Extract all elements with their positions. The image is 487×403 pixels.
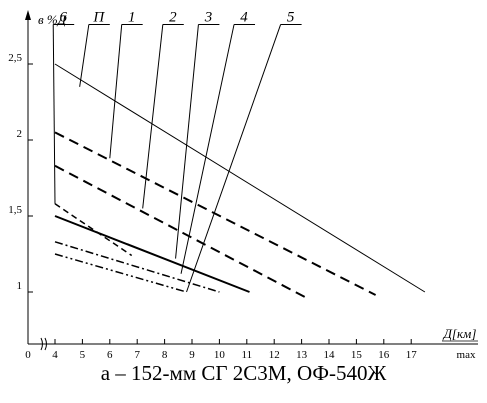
chart: 11,522,5304567891011121314151617maxв %ДД… [8, 9, 478, 360]
curve-leader-line [79, 24, 90, 87]
x-tick-label: 17 [406, 349, 418, 360]
curve-leader-line [109, 24, 123, 159]
x-tick-label: 11 [242, 349, 253, 360]
y-axis-title: в %Д [38, 12, 67, 27]
x-tick-label: 9 [189, 349, 195, 360]
x-tick-label: 0 [25, 349, 31, 360]
curve-leader-line [180, 24, 235, 274]
axis-break-mark [40, 337, 43, 351]
series-group [54, 63, 426, 301]
x-tick-label: 7 [134, 349, 140, 360]
x-tick-label: 10 [214, 349, 226, 360]
curve-leader-line [52, 24, 56, 204]
series-line-3 [54, 215, 250, 293]
curve-label-4: 4 [240, 9, 248, 25]
y-tick-label: 2 [17, 128, 23, 140]
curve-label-1: 1 [128, 9, 136, 25]
x-tick-label: 15 [351, 349, 363, 360]
axis-break-mark [44, 337, 47, 351]
series-line-1 [54, 131, 377, 296]
x-tick-label: 14 [324, 349, 336, 360]
axes: 11,522,5304567891011121314151617maxв %ДД… [8, 10, 478, 360]
x-tick-label: 16 [378, 349, 390, 360]
curve-leader-line [175, 24, 199, 259]
chart-caption: а – 152-мм СГ 2С3М, ОФ-540Ж [100, 361, 387, 385]
curve-label-5: 5 [287, 9, 295, 25]
y-tick-label: 2,5 [8, 52, 22, 64]
x-tick-label: 13 [296, 349, 308, 360]
y-tick-label: 1 [17, 280, 23, 292]
y-axis-arrow [25, 10, 31, 20]
curve-label-2: 2 [169, 9, 177, 25]
curve-label-6: 6 [59, 9, 67, 25]
curve-label-3: 3 [204, 9, 213, 25]
x-tick-label: 8 [162, 349, 168, 360]
series-line-5 [54, 253, 187, 293]
x-tick-label: 6 [107, 349, 113, 360]
x-tick-label: 4 [52, 349, 58, 360]
series-line-4 [54, 241, 220, 293]
y-tick-label: 1,5 [8, 204, 22, 216]
series-line-П [54, 63, 426, 293]
series-line-6 [54, 203, 133, 257]
curve-leader-line [186, 24, 282, 293]
x-tick-label: 5 [80, 349, 86, 360]
x-tick-label: 12 [269, 349, 280, 360]
curve-label-П: П [92, 9, 105, 25]
x-max-label: max [457, 349, 476, 360]
curve-leader-line [142, 24, 164, 209]
x-axis-title: Д[км] [442, 326, 477, 341]
curve-labels: 6 П 1 2 3 4 5 [52, 9, 302, 293]
